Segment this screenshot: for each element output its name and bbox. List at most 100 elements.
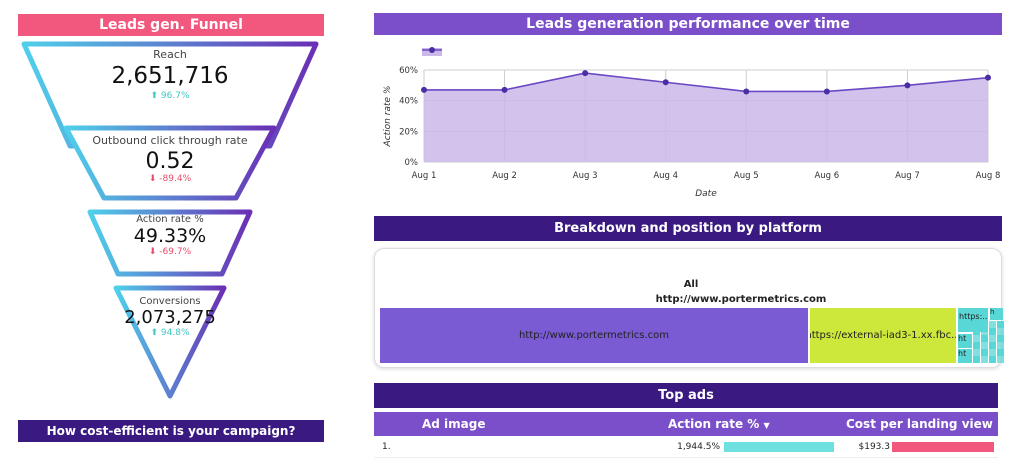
treemap-cell-label: https:...	[959, 312, 988, 321]
arrow-down-icon: ⬇	[148, 174, 157, 184]
topads-table-header: Ad image Action rate % ▼ Cost per landin…	[374, 412, 998, 436]
funnel-graphic	[21, 41, 319, 399]
data-point[interactable]	[421, 86, 427, 93]
treemap-cell-label: ht	[958, 349, 967, 358]
perf-title-text: Leads generation performance over time	[526, 16, 850, 32]
treemap-cell-tiny[interactable]	[997, 342, 1004, 349]
x-tick-label: Aug 3	[573, 171, 598, 181]
funnel-stage-value: 2,651,716	[111, 63, 229, 89]
treemap-cell-tiny[interactable]	[997, 349, 1004, 356]
data-point[interactable]	[823, 88, 830, 95]
treemap-cell-tiny[interactable]	[973, 321, 980, 328]
x-tick-label: Aug 8	[976, 171, 1001, 181]
treemap-cell-tiny[interactable]	[989, 335, 996, 342]
funnel-stage-label: Conversions	[139, 296, 201, 307]
treemap-cell-tiny[interactable]	[973, 342, 980, 349]
chart-y-axis-label: Action rate %	[383, 86, 393, 148]
data-point[interactable]	[985, 74, 991, 81]
arrow-up-icon: ⬆	[150, 328, 159, 338]
treemap-cell-label: h	[990, 308, 995, 316]
row-action-value: 1,944.5%	[677, 442, 720, 452]
funnel-stage-reach: Reach 2,651,716 ⬆ 96.7%	[70, 48, 270, 101]
funnel-stage-change: ⬇ -89.4%	[70, 174, 270, 184]
data-point[interactable]	[662, 79, 669, 86]
treemap-tiny-tiles	[973, 321, 1004, 363]
treemap-cell-tiny[interactable]	[981, 328, 988, 335]
treemap-cell-tiny[interactable]	[981, 349, 988, 356]
treemap-cell-main[interactable]: http://www.portermetrics.com	[380, 308, 808, 363]
funnel-stage-value: 49.33%	[133, 225, 207, 247]
treemap-cell-tiny[interactable]	[989, 321, 996, 328]
breakdown-title: Breakdown and position by platform	[374, 216, 1002, 241]
perf-chart: 0%20%40%60% Aug 1 Aug 2 Aug 3 Aug 4 Aug 5 Aug…	[383, 47, 1001, 199]
funnel-stage-change: ⬆ 96.7%	[70, 91, 270, 101]
breakdown-title-text: Breakdown and position by platform	[554, 221, 822, 236]
treemap-cell-tiny[interactable]	[989, 342, 996, 349]
series-area	[424, 73, 988, 162]
treemap-cell-tiny[interactable]	[997, 321, 1004, 328]
series-line	[424, 72, 989, 93]
funnel-title: Leads gen. Funnel	[18, 14, 324, 36]
funnel-stage-change-value: -89.4%	[159, 174, 192, 184]
chart-points	[421, 70, 991, 95]
treemap-cell-tiny[interactable]	[989, 356, 996, 363]
data-point[interactable]	[904, 82, 911, 89]
treemap-cell-label: https://external-iad3-1.xx.fbc...	[810, 330, 956, 341]
funnel-stage-label: Reach	[153, 48, 187, 61]
funnel-stage-conversions: Conversions 2,073,275 ⬆ 94.8%	[70, 296, 270, 338]
topads-title-text: Top ads	[658, 388, 714, 403]
sort-desc-icon: ▼	[763, 421, 770, 430]
funnel-stage-4-shape	[113, 285, 227, 399]
y-tick-label: 40%	[399, 97, 418, 107]
funnel-stage-change: ⬇ -69.7%	[70, 247, 270, 257]
data-point[interactable]	[582, 70, 589, 77]
funnel-stage-label: Outbound click through rate	[92, 134, 248, 147]
treemap-cell-tiny[interactable]	[989, 349, 996, 356]
col-cost-per-landing-view[interactable]: Cost per landing view	[846, 417, 993, 431]
col-ad-image[interactable]: Ad image	[422, 417, 486, 431]
row-cost-bar	[892, 442, 994, 452]
funnel-stage-label: Action rate %	[136, 214, 204, 225]
data-point[interactable]	[743, 88, 750, 95]
y-tick-label: 20%	[399, 127, 418, 137]
treemap-cell-tiny[interactable]	[973, 335, 980, 342]
funnel-stage-value: 0.52	[145, 149, 195, 174]
treemap-cell-tiny[interactable]	[997, 328, 1004, 335]
funnel-stage-ctr: Outbound click through rate 0.52 ⬇ -89.4…	[70, 134, 270, 184]
data-point[interactable]	[501, 86, 508, 93]
treemap-cell-small[interactable]: ht	[958, 334, 972, 348]
treemap-cell-tiny[interactable]	[973, 349, 980, 356]
x-tick-label: Aug 2	[492, 171, 517, 181]
perf-title: Leads generation performance over time	[374, 13, 1002, 35]
y-tick-label: 60%	[399, 66, 418, 76]
treemap-cell-small[interactable]: ht	[958, 349, 972, 363]
treemap-cell-tiny[interactable]	[981, 335, 988, 342]
chart-y-ticks: 0% 20% 40% 60%	[399, 66, 418, 168]
treemap-cell-tiny[interactable]	[981, 342, 988, 349]
funnel-stage-3-shape	[87, 209, 253, 277]
funnel-stage-action-rate: Action rate % 49.33% ⬇ -69.7%	[70, 214, 270, 257]
treemap-cell-tiny[interactable]	[981, 356, 988, 363]
x-tick-label: Aug 4	[653, 171, 678, 181]
row-action-bar	[724, 442, 834, 452]
funnel-footer: How cost-efficient is your campaign?	[18, 420, 324, 442]
funnel-stage-change-value: 94.8%	[160, 328, 190, 338]
treemap: http://www.portermetrics.com https://ext…	[380, 308, 1005, 363]
treemap-cell-tiny[interactable]	[997, 356, 1004, 363]
table-row[interactable]: 1. 1,944.5% $193.3	[374, 436, 998, 458]
treemap-header-all: All	[683, 279, 699, 290]
col-action-rate-label: Action rate %	[668, 417, 760, 431]
chart-area	[424, 72, 989, 162]
treemap-cell-tiny[interactable]	[997, 335, 1004, 342]
treemap-cell-tiny[interactable]	[973, 356, 980, 363]
col-action-rate[interactable]: Action rate % ▼	[668, 417, 770, 431]
treemap-cell-tiny[interactable]: h	[990, 308, 1003, 320]
funnel-stage-2-shape	[63, 125, 277, 201]
y-tick-label: 0%	[405, 158, 419, 168]
treemap-cell-tiny[interactable]	[981, 321, 988, 328]
funnel-stage-change-value: 96.7%	[160, 91, 190, 101]
treemap-cell-tiny[interactable]	[989, 328, 996, 335]
treemap-cell-second[interactable]: https://external-iad3-1.xx.fbc...	[810, 308, 956, 363]
treemap-cell-tiny[interactable]	[973, 328, 980, 335]
chart-x-ticks: Aug 1 Aug 2 Aug 3 Aug 4 Aug 5 Aug 6 Aug 7 Aug 8	[412, 171, 1001, 181]
